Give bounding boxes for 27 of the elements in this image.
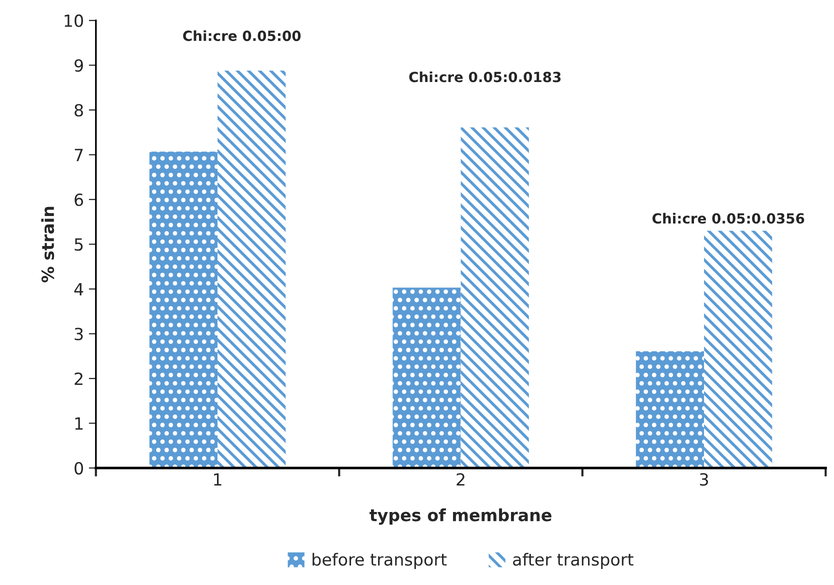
bar <box>636 351 704 468</box>
legend-label: before transport <box>312 552 447 569</box>
bar <box>704 230 772 468</box>
y-tick-label: 7 <box>74 148 83 162</box>
annotation: Chi:cre 0.05:00 <box>183 30 301 42</box>
x-tick-label: 1 <box>214 473 222 486</box>
bar <box>392 288 461 468</box>
y-tick-label: 9 <box>74 59 83 72</box>
y-tick-label: 0 <box>74 462 83 475</box>
bar <box>149 152 218 468</box>
x-tick-label: 2 <box>456 473 464 486</box>
y-tick-label: 2 <box>74 372 82 385</box>
annotation: Chi:cre 0.05:0.0356 <box>652 212 804 224</box>
y-tick-label: 10 <box>64 14 83 28</box>
x-tick-label: 3 <box>700 473 708 486</box>
y-axis-title: % strain <box>41 206 54 282</box>
bar <box>218 70 286 468</box>
y-tick-label: 3 <box>74 328 83 340</box>
legend-label: after transport <box>513 552 634 569</box>
annotation: Chi:cre 0.05:0.0183 <box>409 71 561 82</box>
y-tick-label: 6 <box>74 193 84 206</box>
y-tick-label: 8 <box>74 104 83 117</box>
y-tick-label: 5 <box>74 238 83 251</box>
y-tick-label: 1 <box>75 417 83 430</box>
bar <box>460 127 529 468</box>
x-axis-title: types of membrane <box>370 508 552 525</box>
y-tick-label: 4 <box>74 283 84 296</box>
